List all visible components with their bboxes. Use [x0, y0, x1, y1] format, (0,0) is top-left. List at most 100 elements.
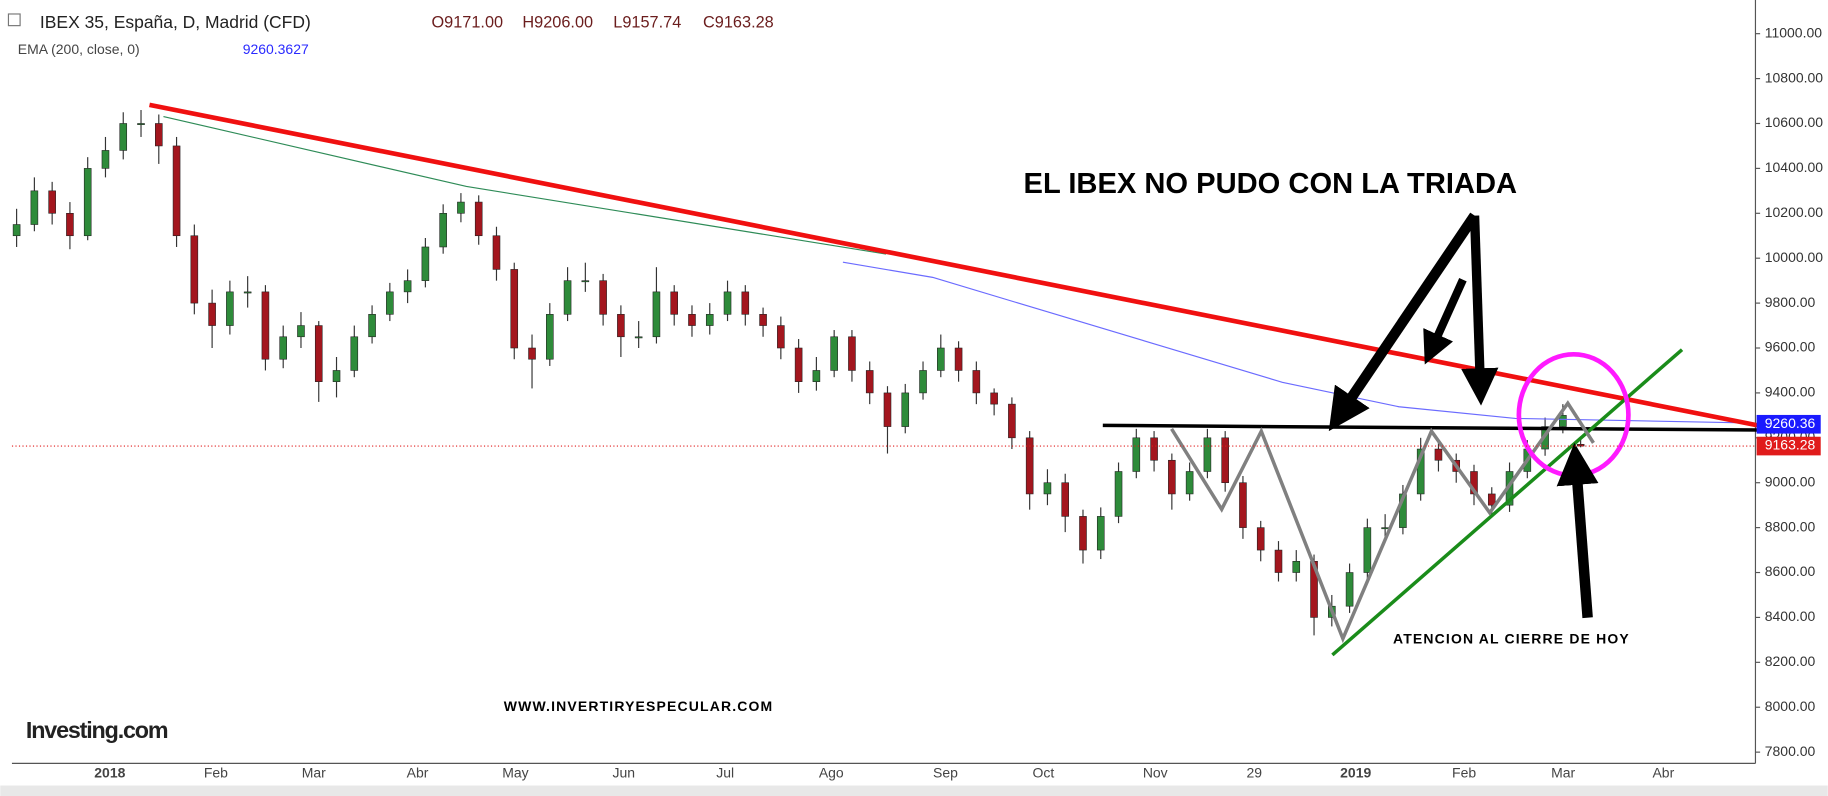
candle-body	[386, 291, 394, 315]
candle-body	[1363, 527, 1372, 573]
candle-body	[812, 370, 821, 382]
x-tick-label: Jul	[716, 765, 734, 781]
arrow	[1461, 215, 1499, 406]
candle-body	[403, 280, 412, 293]
candle-body	[368, 314, 376, 338]
candle-body	[297, 325, 305, 338]
candle-body	[1079, 516, 1087, 551]
x-tick-label: Ago	[819, 765, 844, 781]
candle-body	[1274, 549, 1283, 573]
annotation: ATENCION AL CIERRE DE HOY	[1393, 631, 1630, 647]
candle-body	[1559, 415, 1567, 427]
candle-body	[1470, 471, 1478, 495]
candle-body	[617, 314, 625, 338]
drawings	[149, 102, 1761, 657]
x-tick-label: 29	[1247, 765, 1263, 781]
candle-body	[634, 336, 643, 339]
candle-body	[937, 347, 945, 371]
arrow	[1328, 212, 1479, 432]
candle-body	[830, 336, 838, 371]
candle-body	[705, 314, 714, 326]
candle-body	[883, 392, 892, 427]
candle-body	[794, 347, 803, 382]
candle-body	[30, 190, 39, 225]
candle-body	[190, 235, 199, 304]
y-tick-label: 10800.00	[1765, 69, 1823, 85]
y-tick-label: 10400.00	[1765, 159, 1823, 175]
x-tick-label: Jun	[613, 765, 636, 781]
candle-body	[865, 370, 874, 394]
candle-body	[777, 325, 785, 349]
y-tick-label: 9000.00	[1765, 473, 1816, 489]
candle-body	[741, 291, 750, 315]
candle-body	[261, 291, 270, 360]
y-tick-label: 11000.00	[1765, 24, 1822, 40]
candle-body	[1345, 572, 1354, 607]
x-tick-label: 2018	[94, 765, 125, 781]
candle-body	[243, 291, 252, 294]
arrow	[1423, 278, 1467, 365]
candle-body	[208, 302, 216, 326]
candle-body	[563, 280, 572, 315]
candle-body	[688, 314, 696, 326]
y-tick-label: 8000.00	[1765, 698, 1816, 714]
candle-body	[66, 213, 74, 237]
candle-body	[1025, 437, 1034, 495]
candle-body	[83, 168, 92, 237]
ema-line	[842, 261, 1755, 424]
candle-body	[723, 291, 732, 315]
candle-body	[314, 325, 323, 382]
x-tick-label: May	[502, 765, 528, 781]
candle-body	[546, 314, 554, 360]
candle-body	[457, 201, 465, 214]
candle-body	[1292, 561, 1301, 573]
x-tick-label: 2019	[1340, 765, 1371, 781]
candle-body	[421, 246, 430, 281]
candle-body	[919, 370, 927, 394]
candle-body	[332, 370, 341, 382]
candle-body	[137, 123, 145, 125]
toolbar	[0, 785, 1828, 796]
candle-body	[972, 370, 981, 394]
candle-body	[1434, 448, 1443, 461]
candle-body	[1061, 482, 1070, 517]
x-tick-label: Mar	[302, 765, 326, 781]
candle-body	[1487, 493, 1496, 506]
price-tag-label: 9163.28	[1765, 437, 1816, 453]
candle-body	[101, 150, 110, 169]
y-tick-label: 8400.00	[1765, 608, 1816, 624]
x-tick-label: Abr	[407, 765, 429, 781]
candle-body	[226, 291, 234, 326]
x-tick-label: Feb	[1452, 765, 1476, 781]
candle-body	[1043, 482, 1052, 495]
y-tick-label: 10000.00	[1765, 249, 1823, 265]
candle-body	[1150, 437, 1158, 461]
x-tick-label: Abr	[1653, 765, 1675, 781]
candle-body	[279, 336, 287, 360]
candles	[12, 110, 1585, 636]
candle-body	[1185, 471, 1194, 495]
candle-body	[155, 123, 163, 147]
candle-body	[1416, 448, 1425, 495]
candle-body	[119, 123, 128, 151]
candle-body	[1221, 437, 1229, 484]
candle-body	[12, 224, 21, 237]
candle-body	[1203, 437, 1212, 472]
price-tag-label: 9260.36	[1765, 415, 1816, 431]
indicator-value: 9260.3627	[243, 41, 309, 57]
candle-body	[990, 392, 998, 405]
arrow	[1556, 442, 1599, 619]
logo: Investing.com	[26, 717, 168, 743]
candle-body	[528, 347, 536, 360]
ohlc-low: L9157.74	[613, 14, 681, 32]
indicator-name: EMA (200, close, 0)	[18, 41, 140, 57]
y-tick-label: 10200.00	[1765, 204, 1823, 220]
candle-body	[848, 336, 856, 371]
x-tick-label: Nov	[1143, 765, 1168, 781]
price-tag	[1756, 414, 1821, 434]
candle-body	[1132, 437, 1141, 472]
collapse-icon[interactable]	[7, 13, 21, 27]
candle-body	[581, 280, 590, 283]
